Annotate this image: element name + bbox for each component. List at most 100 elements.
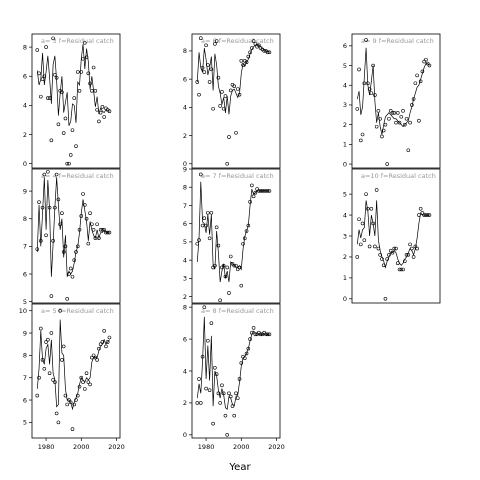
- data-point: [232, 413, 237, 418]
- data-point: [235, 267, 240, 272]
- data-point: [46, 337, 50, 342]
- data-point: [408, 120, 412, 125]
- data-point: [195, 241, 200, 246]
- data-point: [56, 420, 61, 425]
- data-point: [267, 50, 272, 55]
- panel-strip-label: a= 8 f=Residual catch: [201, 307, 274, 315]
- y-tick-label: 8: [23, 215, 27, 223]
- data-point: [102, 328, 106, 333]
- data-point: [98, 110, 103, 115]
- data-point: [235, 87, 240, 91]
- data-point: [223, 94, 228, 98]
- fitted-line: [36, 44, 110, 126]
- data-point: [74, 144, 78, 148]
- y-tick-label: 6: [23, 73, 27, 81]
- facet-panel: a= 7 f=Residual catch 2 3 4 5 6 7 8 9: [183, 165, 281, 304]
- data-point: [262, 49, 266, 53]
- y-tick-label: 6: [183, 220, 187, 228]
- data-point: [90, 355, 94, 360]
- x-tick-label: 1980: [38, 443, 55, 451]
- y-tick-label: 4: [183, 104, 187, 112]
- data-point: [223, 413, 228, 418]
- y-tick-label: 0: [343, 295, 347, 303]
- x-tick-label: 2020: [108, 443, 125, 451]
- data-point: [374, 188, 379, 192]
- data-point: [105, 230, 110, 235]
- data-point: [232, 263, 237, 268]
- data-point: [56, 197, 61, 202]
- data-point: [95, 222, 99, 227]
- data-point: [378, 253, 382, 257]
- data-point: [369, 91, 374, 95]
- x-tick-label: 2000: [73, 443, 90, 451]
- data-point: [97, 119, 101, 124]
- data-point: [218, 298, 222, 303]
- data-point: [67, 272, 71, 276]
- data-point: [200, 223, 205, 228]
- data-point: [417, 118, 421, 123]
- data-point: [199, 36, 203, 41]
- data-point: [91, 353, 96, 358]
- data-point: [68, 153, 73, 157]
- y-tick-label: 0: [23, 160, 27, 168]
- data-point: [234, 263, 238, 268]
- data-point: [49, 138, 54, 143]
- data-point: [72, 96, 77, 100]
- y-tick-label: 2: [183, 132, 187, 140]
- y-tick-label: 8: [183, 303, 187, 311]
- data-point: [385, 162, 390, 166]
- y-tick-label: 6: [23, 270, 27, 278]
- data-point: [388, 109, 393, 113]
- y-tick-label: 4: [183, 256, 187, 264]
- data-point: [61, 250, 66, 254]
- data-point: [42, 172, 47, 177]
- y-tick-label: 3: [343, 232, 347, 240]
- data-point: [246, 54, 251, 59]
- data-point: [100, 105, 105, 109]
- data-point: [253, 190, 258, 195]
- data-point: [413, 244, 418, 249]
- data-point: [220, 90, 224, 94]
- data-point: [216, 391, 221, 396]
- y-tick-label: 7: [183, 202, 187, 210]
- panel-strip-label: a= 5 f=Residual catch: [41, 307, 114, 315]
- data-point: [202, 216, 207, 221]
- x-tick-label: 2020: [268, 443, 285, 451]
- y-tick-label: 7: [23, 243, 27, 251]
- data-point: [385, 257, 390, 261]
- data-point: [197, 238, 201, 242]
- data-point: [77, 384, 82, 389]
- y-tick-label: 5: [343, 190, 347, 198]
- data-point: [246, 346, 251, 351]
- data-point: [202, 70, 207, 74]
- data-point: [265, 189, 270, 193]
- data-point: [37, 200, 41, 204]
- data-point: [404, 253, 409, 257]
- data-point: [195, 401, 200, 405]
- y-tick-label: 0: [343, 160, 347, 168]
- data-point: [237, 265, 242, 270]
- data-point: [376, 246, 381, 251]
- data-point: [218, 104, 222, 108]
- data-point: [46, 96, 50, 100]
- y-tick-label: 9: [23, 187, 27, 195]
- data-point: [237, 377, 242, 381]
- data-point: [54, 75, 59, 80]
- data-point: [68, 266, 73, 271]
- y-tick-label: 4: [343, 211, 347, 219]
- y-tick-label: 6: [23, 396, 27, 404]
- fitted-line: [196, 316, 270, 410]
- data-point: [35, 48, 40, 52]
- data-point: [244, 229, 249, 233]
- data-point: [102, 227, 106, 232]
- data-point: [239, 58, 244, 63]
- data-point: [244, 351, 249, 356]
- data-point: [72, 258, 77, 262]
- data-point: [75, 70, 80, 74]
- panel-frame: [31, 168, 121, 304]
- data-point: [86, 71, 91, 76]
- data-point: [204, 43, 208, 48]
- data-point: [418, 79, 423, 84]
- data-point: [390, 250, 395, 255]
- data-point: [395, 261, 400, 266]
